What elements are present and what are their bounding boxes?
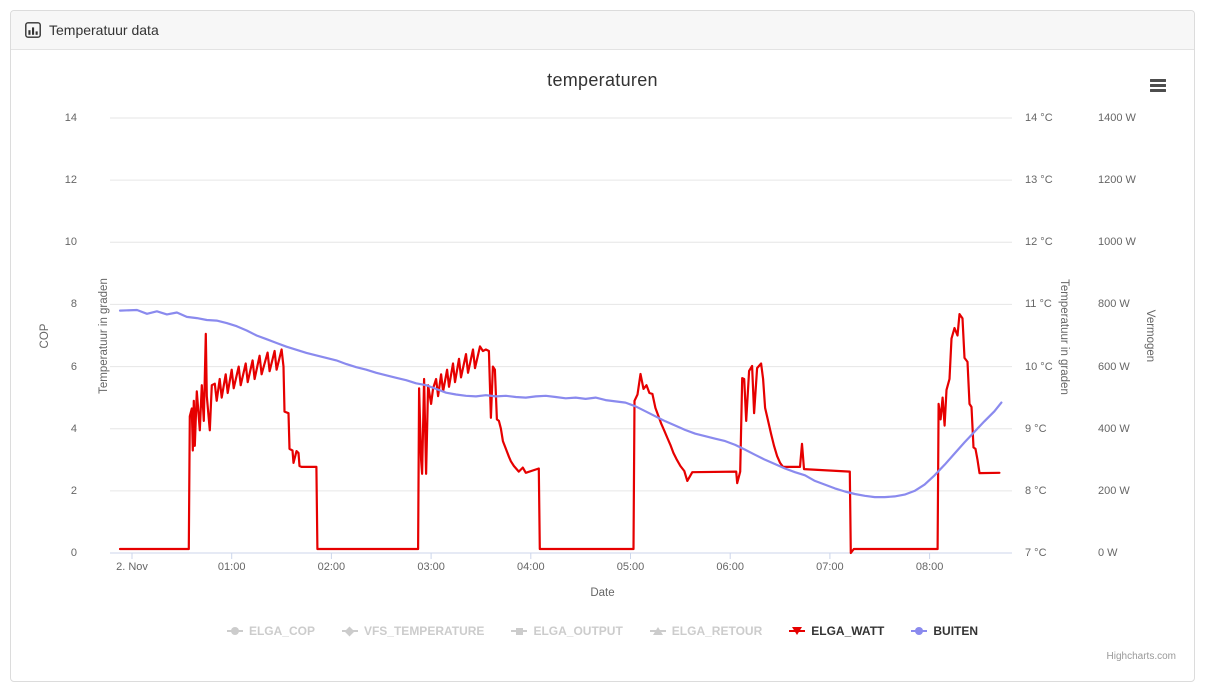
y-axis-title-cop: COP: [39, 323, 51, 349]
y-label-temp: 14 °C: [1025, 112, 1053, 124]
y-label-power: 1200 W: [1098, 174, 1136, 187]
bar-chart-icon: [25, 22, 41, 38]
legend-item-elga-retour[interactable]: ELGA_RETOUR: [649, 623, 763, 639]
legend-item-elga-cop[interactable]: ELGA_COP: [226, 623, 315, 639]
y-label-power: 600 W: [1098, 360, 1130, 373]
legend-label: ELGA_WATT: [811, 624, 885, 638]
y-label-temp: 9 °C: [1025, 422, 1047, 435]
y-label-power: 1000 W: [1098, 236, 1136, 249]
x-label: 03:00: [417, 561, 445, 573]
y-label-cop: 10: [64, 236, 77, 249]
y-axis-title-vermogen: Vermogen: [1144, 309, 1156, 363]
y-label-cop: 12: [64, 174, 77, 187]
y-label-temp: 13 °C: [1025, 174, 1053, 187]
x-label: 05:00: [616, 561, 645, 573]
legend-item-elga-watt[interactable]: ELGA_WATT: [789, 623, 884, 639]
y-label-power: 800 W: [1098, 298, 1130, 311]
circle-marker-icon: [911, 623, 928, 639]
chart-area: temperaturen COP Temperatuur in graden T…: [11, 50, 1194, 681]
x-label: 08:00: [915, 561, 944, 573]
y-label-cop: 14: [64, 112, 77, 124]
triangle-down-marker-icon: [789, 623, 806, 639]
y-axis-title-temp-left: Temperatuur in graden: [98, 278, 110, 394]
x-label: 2. Nov: [116, 561, 148, 573]
y-label-power: 1400 W: [1098, 112, 1136, 124]
y-label-temp: 11 °C: [1025, 298, 1052, 311]
y-label-temp: 7 °C: [1025, 547, 1047, 559]
y-label-cop: 6: [70, 360, 77, 373]
chart-context-menu-button[interactable]: [1148, 78, 1168, 94]
legend-item-buiten[interactable]: BUITEN: [911, 623, 978, 639]
legend-label: BUITEN: [933, 624, 979, 638]
hamburger-icon: [1150, 88, 1166, 92]
diamond-marker-icon: [341, 623, 358, 639]
y-label-cop: 0: [70, 547, 77, 559]
legend-label: VFS_TEMPERATURE: [363, 624, 485, 638]
x-axis-title: Date: [590, 587, 615, 599]
legend-label: ELGA_OUTPUT: [533, 624, 623, 638]
y-label-power: 200 W: [1098, 484, 1130, 497]
y-label-cop: 2: [70, 484, 77, 497]
series-line-elga_watt: [118, 313, 1001, 555]
y-label-cop: 8: [70, 298, 77, 311]
x-label: 04:00: [517, 561, 545, 573]
series-line-buiten: [118, 308, 1003, 499]
highcharts-credits-link[interactable]: Highcharts.com: [1106, 651, 1176, 662]
circle-marker-icon: [226, 623, 243, 639]
panel-header: Temperatuur data: [11, 11, 1194, 50]
temperatuur-data-panel: Temperatuur data temperaturen COP Temper…: [10, 10, 1195, 682]
legend-item-elga-output[interactable]: ELGA_OUTPUT: [511, 623, 623, 639]
x-label: 02:00: [317, 561, 346, 573]
x-label: 07:00: [816, 561, 844, 573]
x-label: 01:00: [217, 561, 246, 573]
x-label: 06:00: [716, 561, 744, 573]
hamburger-icon: [1150, 78, 1166, 82]
triangle-marker-icon: [649, 623, 666, 639]
y-label-cop: 4: [70, 422, 77, 435]
y-label-temp: 8 °C: [1025, 484, 1047, 497]
legend: ELGA_COP VFS_TEMPERATURE ELGA_OUTPUT ELGA_R…: [11, 623, 1194, 639]
legend-item-vfs-temperature[interactable]: VFS_TEMPERATURE: [341, 623, 485, 639]
hamburger-icon: [1150, 83, 1166, 87]
chart-title: temperaturen: [547, 70, 658, 90]
plot-svg: [110, 117, 1012, 559]
legend-label: ELGA_COP: [248, 624, 315, 638]
y-label-power: 400 W: [1098, 422, 1130, 435]
legend-label: ELGA_RETOUR: [671, 624, 763, 638]
panel-title: Temperatuur data: [49, 22, 159, 38]
y-label-temp: 10 °C: [1025, 360, 1053, 373]
y-axis-title-temp-right: Temperatuur in graden: [1058, 279, 1070, 395]
y-label-power: 0 W: [1098, 547, 1118, 559]
y-label-temp: 12 °C: [1025, 236, 1053, 249]
square-marker-icon: [511, 623, 528, 639]
